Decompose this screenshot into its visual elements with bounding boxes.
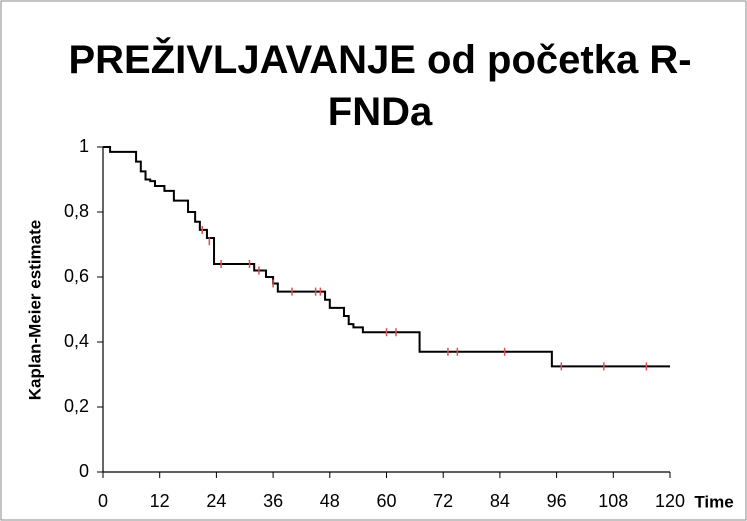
x-tick-label: 48 <box>320 491 340 511</box>
x-tick-label: 96 <box>547 491 567 511</box>
y-tick-label: 1 <box>79 136 89 156</box>
x-tick-label: 0 <box>98 491 108 511</box>
x-tick-label: 120 <box>655 491 685 511</box>
x-tick-label: 72 <box>433 491 453 511</box>
x-tick-label: 60 <box>376 491 396 511</box>
x-tick-label: 24 <box>206 491 226 511</box>
x-tick-label: 84 <box>490 491 510 511</box>
chart-title: PREŽIVLJAVANJE od početka R-FNDa <box>68 38 692 134</box>
x-tick-label: 36 <box>263 491 283 511</box>
survival-curve <box>103 146 670 368</box>
y-tick-label: 0,4 <box>64 331 89 351</box>
x-axis-label: Time <box>694 492 733 511</box>
y-tick-label: 0,6 <box>64 266 89 286</box>
y-tick-label: 0 <box>79 461 89 481</box>
x-tick-label: 12 <box>150 491 170 511</box>
y-axis-label: Kaplan-Meier estimate <box>25 220 44 400</box>
y-tick-label: 0,2 <box>64 396 89 416</box>
y-tick-label: 0,8 <box>64 201 89 221</box>
x-tick-label: 108 <box>598 491 628 511</box>
